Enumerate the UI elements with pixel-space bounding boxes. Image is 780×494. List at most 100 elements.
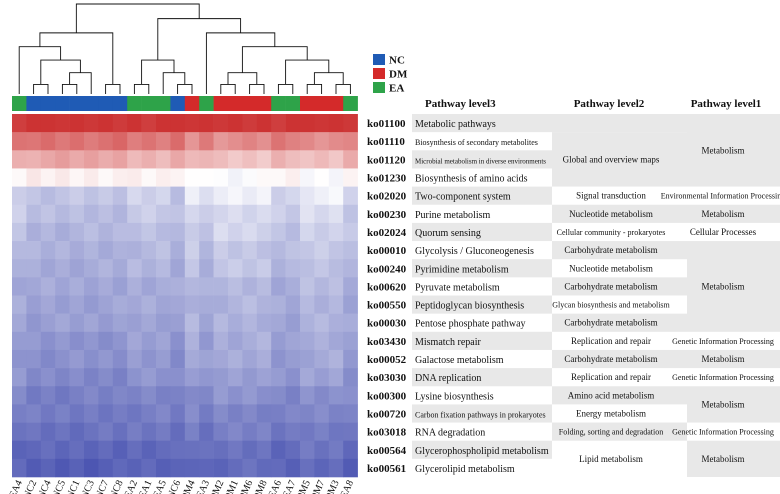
heatmap-cell: [271, 458, 286, 478]
heatmap-cell: [141, 204, 157, 224]
row-id-label: ko03018: [367, 427, 407, 439]
pathway-level3-label: Two-component system: [415, 192, 511, 203]
heatmap-cell: [26, 422, 42, 441]
heatmap-cell: [300, 440, 315, 460]
group-bar-cell: [300, 96, 315, 111]
dendrogram-branch: [249, 83, 265, 94]
dendrogram-branch: [40, 59, 81, 85]
heatmap-cell: [98, 386, 114, 405]
heatmap-cells: [12, 114, 358, 478]
heatmap-cell: [271, 440, 286, 460]
heatmap-cell: [156, 114, 171, 133]
heatmap-cell: [271, 295, 286, 314]
heatmap-cell: [156, 222, 171, 242]
heatmap-cell: [112, 458, 128, 478]
heatmap-cell: [285, 440, 301, 460]
heatmap-cell: [285, 168, 301, 187]
heatmap-cell: [127, 168, 142, 187]
heatmap-cell: [256, 168, 272, 187]
heatmap-cell: [55, 440, 70, 460]
heatmap-cell: [69, 277, 85, 296]
heatmap-cell: [343, 440, 358, 460]
heatmap-cell: [84, 241, 99, 260]
legend-swatch: [373, 68, 385, 79]
heatmap-cell: [328, 132, 344, 151]
heatmap-cell: [127, 114, 142, 133]
legend-label: NC: [389, 55, 405, 67]
heatmap-cell: [141, 422, 157, 441]
heatmap-cell: [343, 386, 358, 405]
heatmap-cell: [256, 186, 272, 206]
pathway-level1-label: Genetic Information Processing: [672, 428, 774, 437]
heatmap-cell: [69, 259, 85, 278]
heatmap-cell: [256, 132, 272, 151]
heatmap-cell: [112, 404, 128, 423]
heatmap-cell: [26, 458, 42, 478]
heatmap-cell: [228, 331, 243, 351]
heatmap-cell: [55, 349, 70, 369]
heatmap-cell: [285, 295, 301, 314]
heatmap-cell: [170, 150, 186, 169]
heatmap-cell: [199, 241, 214, 260]
heatmap-cell: [40, 349, 56, 369]
heatmap-cell: [12, 386, 27, 405]
heatmap-cell: [26, 132, 42, 151]
pathway-level2-label: Carbohydrate metabolism: [564, 354, 657, 364]
heatmap-cell: [271, 422, 286, 441]
heatmap-cell: [184, 331, 200, 351]
heatmap-cell: [170, 404, 186, 423]
group-bar-cell: [156, 96, 171, 111]
row-id-label: ko00564: [367, 445, 407, 457]
heatmap-cell: [184, 222, 200, 242]
heatmap-cell: [314, 277, 330, 296]
heatmap-cell: [328, 114, 344, 133]
heatmap-cell: [242, 132, 258, 151]
heatmap-cell: [228, 150, 243, 169]
heatmap-cell: [256, 295, 272, 314]
heatmap-cell: [84, 386, 99, 405]
pathway-level2-column: Global and overview maps Signal transduct…: [552, 154, 670, 463]
heatmap-cell: [285, 313, 301, 333]
group-color-bar: [12, 96, 358, 111]
heatmap-cell: [328, 277, 344, 296]
heatmap-cell: [256, 313, 272, 333]
heatmap-cell: [112, 168, 128, 187]
heatmap-cell: [300, 349, 315, 369]
heatmap-cell: [156, 368, 171, 387]
heatmap-cell: [170, 222, 186, 242]
heatmap-cell: [156, 440, 171, 460]
heatmap-cell: [314, 150, 330, 169]
heatmap-cell: [84, 150, 99, 169]
pathway-level2-label: Global and overview maps: [563, 154, 660, 164]
heatmap-cell: [343, 168, 358, 187]
pathway-level3-label: RNA degradation: [415, 428, 485, 439]
level2-band: [552, 277, 687, 296]
heatmap-cell: [98, 277, 114, 296]
heatmap-cell: [256, 241, 272, 260]
heatmap-cell: [55, 368, 70, 387]
heatmap-cell: [112, 186, 128, 206]
heatmap-cell: [12, 222, 27, 242]
heatmap-cell: [285, 241, 301, 260]
heatmap-cell: [242, 168, 258, 187]
heatmap-cell: [228, 132, 243, 151]
heatmap-cell: [112, 114, 128, 133]
group-bar-cell: [55, 96, 70, 111]
heatmap-cell: [228, 313, 243, 333]
heatmap-cell: [98, 349, 114, 369]
level2-band: [552, 241, 687, 260]
heatmap-cell: [242, 241, 258, 260]
heatmap-cell: [199, 114, 214, 133]
heatmap-cell: [271, 259, 286, 278]
heatmap-cell: [300, 150, 315, 169]
heatmap-cell: [12, 114, 27, 133]
group-bar-cell: [69, 96, 85, 111]
heatmap-cell: [213, 259, 229, 278]
heatmap-cell: [285, 368, 301, 387]
heatmap-cell: [141, 386, 157, 405]
heatmap-cell: [314, 440, 330, 460]
heatmap-cell: [40, 222, 56, 242]
heatmap-cell: [26, 186, 42, 206]
group-bar-cell: [328, 96, 344, 111]
heatmap-cell: [285, 204, 301, 224]
